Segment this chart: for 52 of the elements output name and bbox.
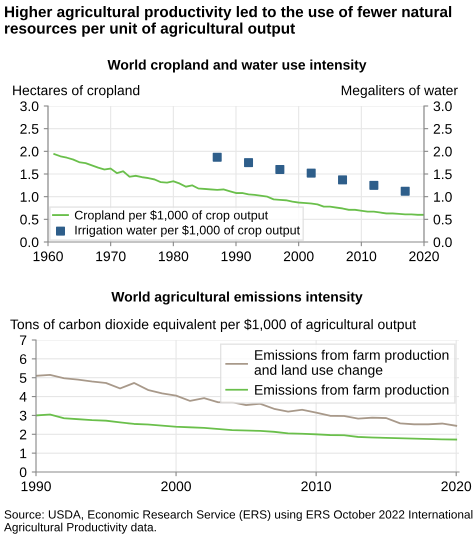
y-tick-label: 3: [20, 410, 26, 421]
point: [306, 168, 316, 178]
x-tick-label: 2010: [346, 251, 376, 262]
chart-title: Higher agricultural productivity led to the use of fewer natural resources per unit of agricultural output: [5, 6, 452, 37]
y2-tick-label: 1.5: [434, 169, 452, 180]
point: [244, 158, 254, 168]
y-tick-label: 2.0: [20, 146, 38, 157]
y2-tick-label: 2.0: [434, 146, 452, 157]
x-tick-label: 1970: [96, 251, 126, 262]
y2-axis-title: Megaliters of water: [342, 85, 458, 98]
x-tick-label: 2010: [301, 481, 332, 492]
y-tick-label: 5: [20, 373, 26, 383]
legend-label: Emissions from farm production: [255, 384, 448, 398]
y2-tick-label: 3.0: [434, 101, 452, 112]
point: [338, 175, 348, 184]
y-tick-label: 6: [20, 354, 26, 364]
line-series: [36, 414, 458, 440]
x-tick-label: 2020: [409, 251, 439, 262]
x-tick-label: 2000: [284, 251, 314, 262]
x-tick-label: 2020: [441, 481, 472, 492]
x-tick-label: 1980: [158, 251, 188, 262]
point: [212, 152, 222, 162]
x-tick-label: 1960: [34, 251, 63, 262]
y-tick-label: 2.5: [20, 124, 38, 134]
y-axis-title: Hectares of cropland: [13, 85, 140, 98]
y-tick-label: 1: [20, 448, 26, 458]
y2-tick-label: 2.5: [434, 124, 452, 134]
y-tick-label: 1.5: [20, 169, 38, 180]
point: [400, 186, 410, 196]
legend-label: Emissions from farm production and land use change: [254, 350, 448, 378]
legend-label: Cropland per $1,000 of crop output: [74, 210, 268, 222]
point: [275, 164, 284, 174]
x-tick-label: 1990: [22, 481, 51, 492]
y-tick-label: 2: [20, 430, 26, 440]
y-tick-label: 0.5: [20, 214, 38, 225]
y-tick-label: 1.0: [20, 192, 38, 202]
y2-tick-label: 0.5: [434, 214, 452, 225]
source-note: Source: USDA, Economic Research Service (ERS) using ERS October 2022 International Agricultural Productivity data.: [4, 510, 472, 534]
chart-title: World agricultural emissions intensity: [111, 291, 363, 305]
x-tick-label: 2000: [161, 481, 191, 492]
point: [369, 180, 378, 190]
y-tick-label: 0.0: [20, 237, 38, 248]
x-tick-label: 1990: [222, 251, 251, 262]
legend-label: Irrigation water per $1,000 of crop output: [75, 225, 300, 237]
y2-tick-label: 0.0: [434, 237, 452, 248]
y2-tick-label: 1.0: [434, 192, 452, 202]
y-tick-label: 4: [20, 392, 27, 402]
y-tick-label: 0: [20, 467, 26, 478]
y-axis-title: Tons of carbon dioxide equivalent per $1,000 of agricultural output: [10, 318, 416, 332]
chart-subtitle: World cropland and water use intensity: [107, 60, 366, 72]
y-tick-label: 7: [20, 335, 26, 346]
y-tick-label: 3.0: [20, 101, 38, 112]
